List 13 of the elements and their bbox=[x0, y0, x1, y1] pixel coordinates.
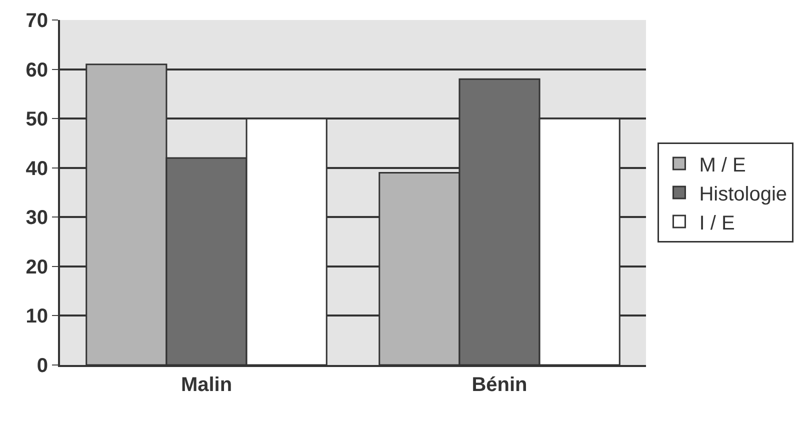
x-tick-label: Malin bbox=[180, 374, 232, 396]
legend-label: I / E bbox=[699, 212, 735, 234]
y-tick-label: 70 bbox=[26, 10, 48, 32]
y-tick-label: 60 bbox=[26, 59, 48, 82]
y-tick-label: 40 bbox=[26, 158, 48, 180]
y-tick-label: 0 bbox=[36, 355, 48, 377]
legend-label: Histologie bbox=[699, 183, 788, 206]
y-tick-label: 30 bbox=[26, 207, 48, 230]
legend-label: M / E bbox=[699, 154, 746, 176]
x-tick-label: Bénin bbox=[472, 374, 528, 396]
y-tick-label: 10 bbox=[26, 306, 48, 328]
y-tick-label: 20 bbox=[26, 256, 48, 278]
y-tick-label: 50 bbox=[26, 108, 48, 131]
